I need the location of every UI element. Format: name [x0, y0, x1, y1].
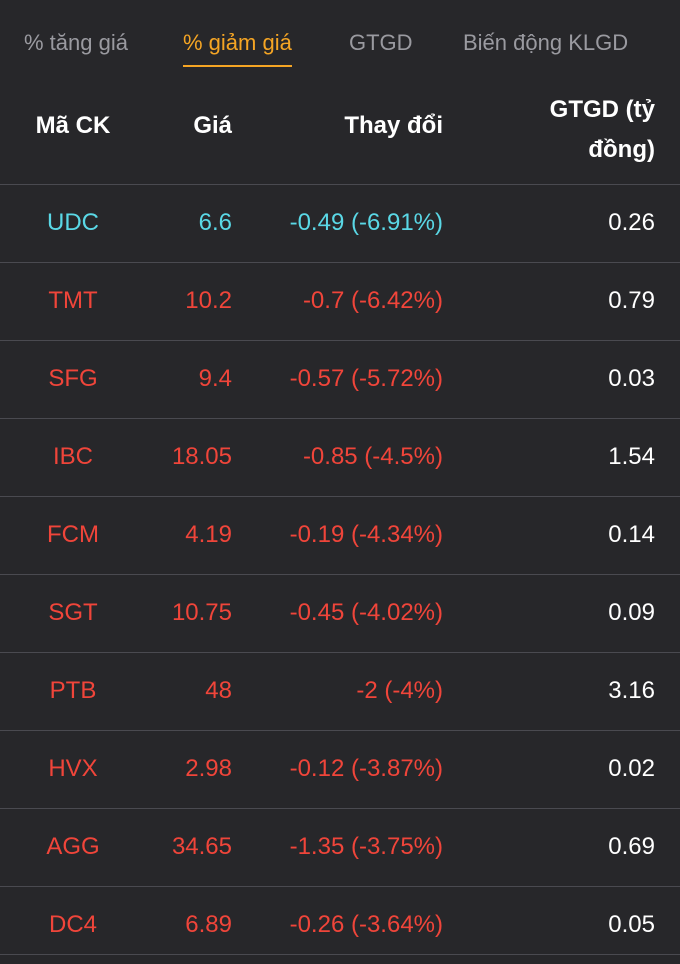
table-row[interactable]: TMT 10.2 -0.7 (-6.42%) 0.79 [0, 262, 680, 340]
stock-code: AGG [46, 833, 100, 860]
table-row[interactable]: PTB 48 -2 (-4%) 3.16 [0, 652, 680, 730]
table-row[interactable]: SGT 10.75 -0.45 (-4.02%) 0.09 [0, 574, 680, 652]
tab-volume-change[interactable]: Biến động KLGD [463, 30, 628, 56]
stock-price: 10.2 [185, 287, 232, 314]
table-row[interactable]: FCM 4.19 -0.19 (-4.34%) 0.14 [0, 496, 680, 574]
stock-price: 6.89 [185, 911, 232, 938]
stock-price: 4.19 [185, 521, 232, 548]
price-change: -0.19 (-4.34%) [289, 521, 443, 548]
stock-code: UDC [47, 209, 99, 236]
trading-value: 0.02 [608, 755, 655, 782]
price-change: -0.49 (-6.91%) [289, 209, 443, 236]
price-change: -0.45 (-4.02%) [289, 599, 443, 626]
table-header: Mã CK Giá Thay đổi GTGD (tỷ đồng) [0, 78, 680, 184]
trading-value: 0.69 [608, 833, 655, 860]
trading-value: 0.05 [608, 911, 655, 938]
stock-price: 2.98 [185, 755, 232, 782]
stock-code: IBC [52, 443, 93, 470]
column-header-value-line2: đồng) [588, 136, 655, 163]
column-header-value-line1: GTGD (tỷ [549, 96, 655, 123]
stock-price: 6.6 [198, 209, 232, 236]
table-row[interactable]: AGG 34.65 -1.35 (-3.75%) 0.69 [0, 808, 680, 886]
tab-label: % tăng giá [24, 30, 128, 55]
stock-price: 34.65 [171, 833, 232, 860]
trading-value: 0.14 [608, 521, 655, 548]
active-tab-underline [183, 65, 292, 67]
stock-code: TMT [48, 287, 98, 314]
tab-label: % giảm giá [183, 30, 292, 55]
price-change: -1.35 (-3.75%) [289, 833, 443, 860]
trading-value: 0.79 [608, 287, 655, 314]
tab-label: GTGD [349, 30, 413, 55]
table-bottom-divider [0, 954, 680, 955]
stock-code: FCM [47, 521, 99, 548]
price-change: -0.85 (-4.5%) [302, 443, 443, 470]
price-change: -0.7 (-6.42%) [302, 287, 443, 314]
column-header-value[interactable]: GTGD (tỷ đồng) [550, 90, 655, 170]
price-change: -0.57 (-5.72%) [289, 365, 443, 392]
price-change: -0.26 (-3.64%) [289, 911, 443, 938]
tab-top-losers[interactable]: % giảm giá [183, 30, 292, 67]
trading-value: 0.09 [608, 599, 655, 626]
tab-top-gainers[interactable]: % tăng giá [24, 30, 128, 56]
stock-price: 10.75 [171, 599, 232, 626]
stock-code: SGT [48, 599, 98, 626]
trading-value: 0.26 [608, 209, 655, 236]
column-header-price[interactable]: Giá [193, 112, 232, 139]
trading-value: 0.03 [608, 365, 655, 392]
column-header-code[interactable]: Mã CK [35, 112, 111, 139]
stock-price: 9.4 [198, 365, 232, 392]
tab-bar: % tăng giá % giảm giá GTGD Biến động KLG… [0, 0, 680, 72]
stock-code: HVX [48, 755, 98, 782]
table-row[interactable]: HVX 2.98 -0.12 (-3.87%) 0.02 [0, 730, 680, 808]
trading-value: 3.16 [608, 677, 655, 704]
stock-code: SFG [48, 365, 98, 392]
stock-price: 18.05 [171, 443, 232, 470]
price-change: -2 (-4%) [356, 677, 443, 704]
tab-label: Biến động KLGD [463, 30, 629, 55]
price-change: -0.12 (-3.87%) [289, 755, 443, 782]
stock-price: 48 [205, 677, 232, 704]
column-header-change[interactable]: Thay đổi [344, 112, 443, 139]
stock-code: PTB [49, 677, 97, 704]
table-row[interactable]: UDC 6.6 -0.49 (-6.91%) 0.26 [0, 184, 680, 262]
stock-code: DC4 [48, 911, 97, 938]
table-row[interactable]: DC4 6.89 -0.26 (-3.64%) 0.05 [0, 886, 680, 964]
tab-trading-value[interactable]: GTGD [349, 30, 413, 56]
table-row[interactable]: SFG 9.4 -0.57 (-5.72%) 0.03 [0, 340, 680, 418]
stock-table: UDC 6.6 -0.49 (-6.91%) 0.26 TMT 10.2 -0.7 (-6.… [0, 184, 680, 964]
trading-value: 1.54 [608, 443, 655, 470]
table-row[interactable]: IBC 18.05 -0.85 (-4.5%) 1.54 [0, 418, 680, 496]
